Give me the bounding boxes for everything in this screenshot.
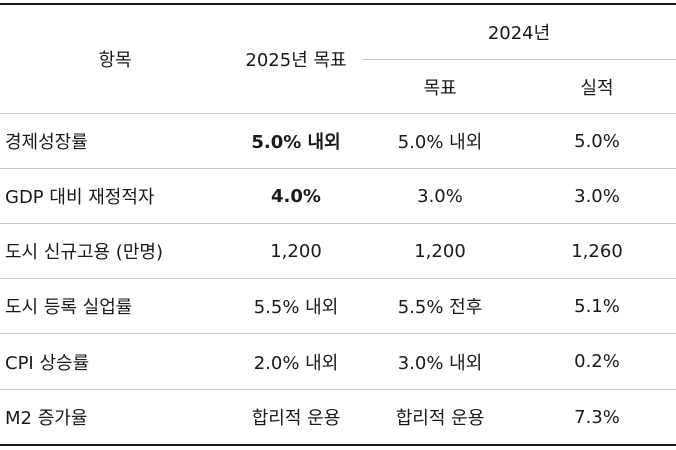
row-divider — [0, 223, 676, 224]
table-top-border — [0, 3, 676, 5]
row-item-label: CPI 상승률 — [5, 352, 90, 374]
header-2024-target: 목표 — [423, 77, 457, 99]
row-2024-actual: 5.0% — [574, 130, 620, 152]
row-2024-target: 3.0% 내외 — [397, 352, 483, 374]
header-item: 항목 — [98, 50, 132, 71]
row-2024-actual: 0.2% — [574, 351, 620, 372]
row-item-label: GDP 대비 재정적자 — [5, 187, 155, 208]
row-2025-target: 합리적 운용 — [251, 408, 341, 429]
row-2024-actual: 5.1% — [574, 295, 620, 317]
row-2024-target: 5.0% 내외 — [397, 132, 483, 153]
row-2025-target: 2.0% 내외 — [253, 352, 339, 374]
row-2024-actual: 7.3% — [574, 406, 620, 428]
header-2024-divider — [362, 59, 676, 60]
row-2024-target: 합리적 운용 — [395, 408, 485, 429]
row-2024-actual: 1,260 — [571, 240, 623, 262]
row-2024-target: 5.5% 전후 — [397, 297, 483, 318]
header-2024-actual: 실적 — [580, 77, 614, 99]
row-divider — [0, 278, 676, 279]
table-bottom-border — [0, 444, 676, 446]
row-2025-target: 1,200 — [270, 240, 322, 262]
header-bottom-divider — [0, 113, 676, 114]
row-2025-target: 5.5% 내외 — [253, 297, 339, 318]
row-2024-target: 1,200 — [414, 240, 466, 262]
row-divider — [0, 168, 676, 169]
row-item-label: 도시 등록 실업률 — [5, 297, 133, 318]
row-divider — [0, 333, 676, 334]
row-2024-target: 3.0% — [417, 185, 463, 207]
row-item-label: 도시 신규고용 (만명) — [5, 242, 163, 263]
row-2024-actual: 3.0% — [574, 185, 620, 207]
row-divider — [0, 389, 676, 390]
header-2024: 2024년 — [487, 23, 551, 44]
row-2025-target: 4.0% — [271, 185, 321, 207]
row-2025-target: 5.0% 내외 — [251, 132, 341, 153]
row-item-label: 경제성장률 — [5, 132, 88, 153]
header-2025-target: 2025년 목표 — [245, 50, 347, 71]
row-item-label: M2 증가율 — [5, 408, 88, 429]
